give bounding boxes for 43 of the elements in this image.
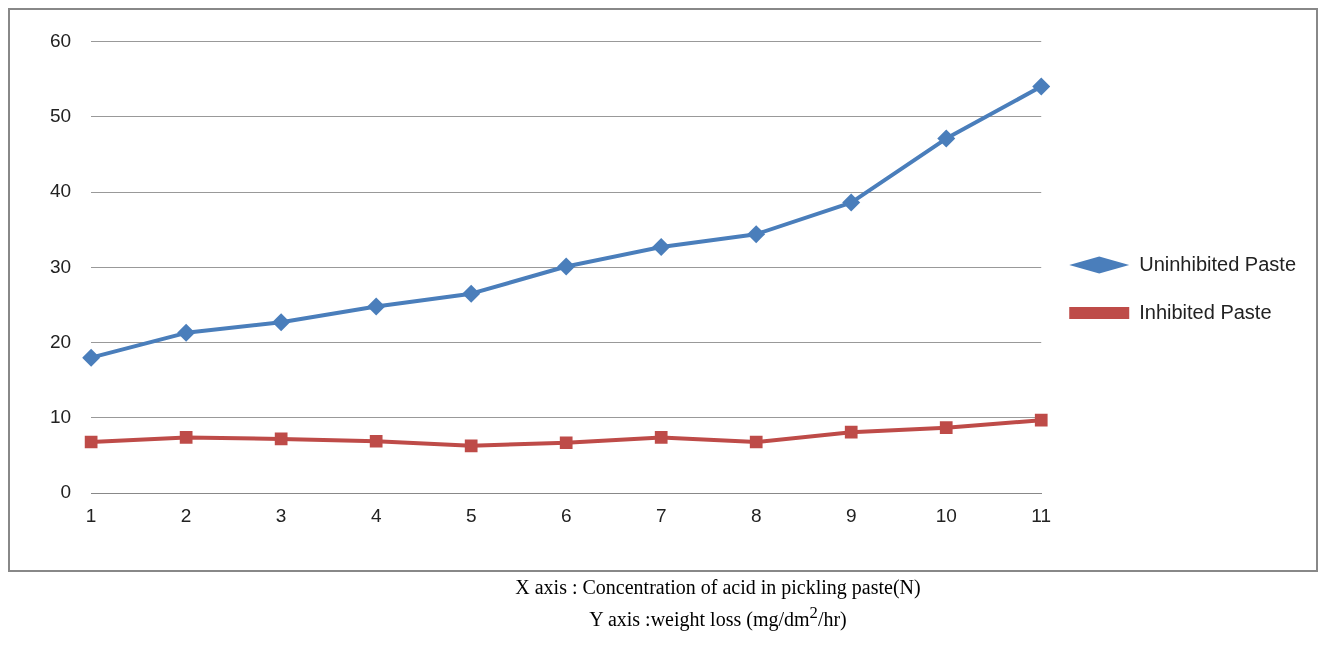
x-tick-label: 8 xyxy=(750,504,762,526)
x-tick-label: 3 xyxy=(275,504,287,526)
text: X axis : Concentration of acid in pickling paste(N) xyxy=(514,575,922,600)
x-tick-label: 1 xyxy=(85,504,97,526)
x-tick-label: 10 xyxy=(935,504,957,526)
point xyxy=(844,425,858,439)
x-tick-label: 11 xyxy=(1031,504,1052,526)
legend-label: Uninhibited Paste xyxy=(1139,252,1297,275)
x-tick-label: 2 xyxy=(180,504,192,526)
point xyxy=(369,434,383,448)
point xyxy=(749,435,763,449)
point xyxy=(177,323,196,342)
point xyxy=(367,297,386,316)
point xyxy=(559,436,573,450)
point xyxy=(1032,77,1051,96)
y-tick-label: 50 xyxy=(49,104,72,126)
y-tick-label: 20 xyxy=(49,330,72,352)
x-tick-label: 4 xyxy=(370,504,382,526)
legend-label: Inhibited Paste xyxy=(1139,300,1272,323)
point xyxy=(747,225,766,244)
text: Y axis :weight loss (mg/dm$^{2}$/hr) xyxy=(588,602,848,632)
y-tick-label: 60 xyxy=(49,29,72,51)
x-tick-label: 6 xyxy=(560,504,572,526)
point xyxy=(1034,413,1048,427)
point xyxy=(179,431,193,444)
point xyxy=(939,421,953,435)
y-tick-label: 30 xyxy=(49,255,72,277)
x-tick-label: 5 xyxy=(465,504,477,526)
point xyxy=(464,439,478,453)
point xyxy=(842,193,861,212)
point xyxy=(462,284,481,303)
y-tick-label: 0 xyxy=(60,481,72,503)
point xyxy=(82,348,101,367)
y-tick-label: 10 xyxy=(49,406,72,428)
point xyxy=(272,313,291,332)
point xyxy=(557,257,576,276)
x-tick-label: 9 xyxy=(845,504,857,526)
point xyxy=(654,431,668,444)
y-tick-label: 40 xyxy=(49,180,72,202)
point xyxy=(937,129,956,148)
point xyxy=(274,432,288,446)
x-tick-label: 7 xyxy=(655,504,667,526)
point xyxy=(652,237,671,256)
